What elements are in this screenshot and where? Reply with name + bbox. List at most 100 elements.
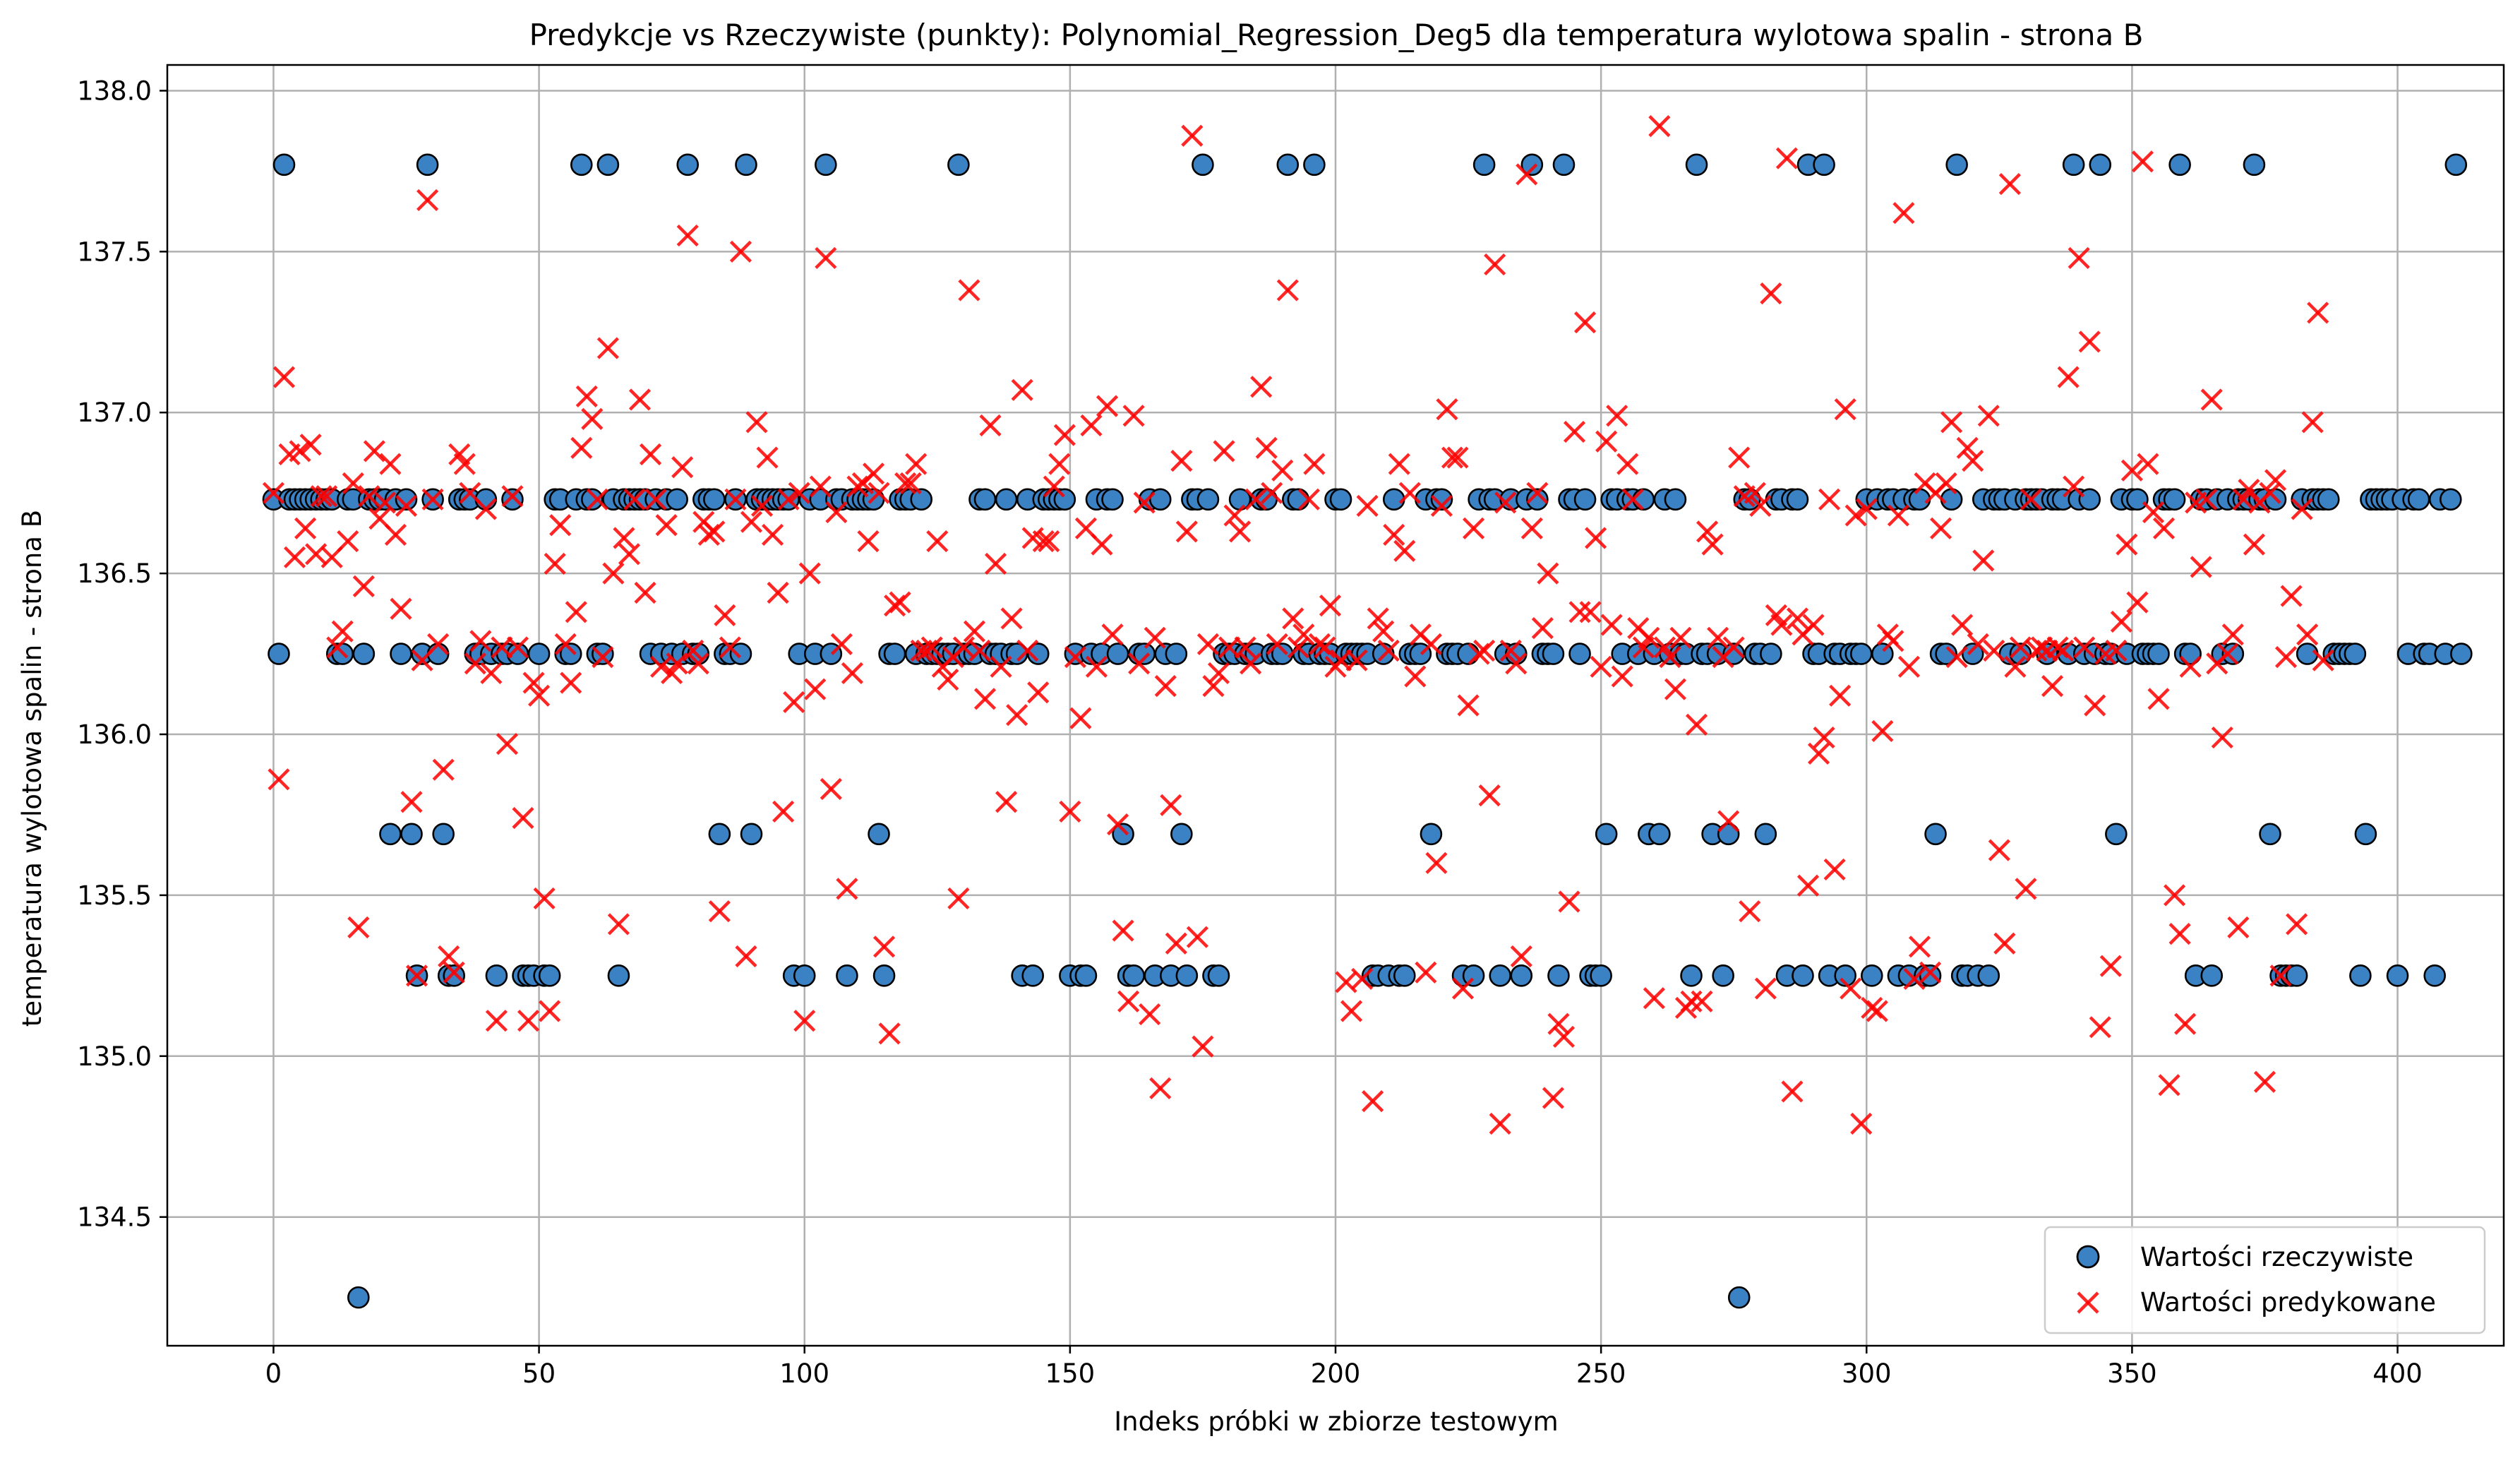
predicted-point (1144, 626, 1166, 649)
predicted-point (1160, 794, 1182, 816)
predicted-point (750, 494, 774, 518)
predicted-point (581, 407, 604, 430)
predicted-point (1106, 813, 1129, 836)
predicted-point (2110, 610, 2132, 633)
predicted-point (533, 887, 556, 910)
predicted-point (2307, 301, 2329, 324)
predicted-point (1175, 520, 1198, 543)
predicted-point (1542, 1087, 1565, 1109)
actual-point (1961, 643, 1984, 665)
predicted-point (1823, 858, 1846, 881)
actual-point (390, 643, 412, 665)
predicted-point (820, 777, 842, 801)
predicted-point (2238, 479, 2260, 501)
predicted-point (1935, 472, 1957, 495)
predicted-point (618, 543, 641, 566)
predicted-point (342, 472, 364, 495)
predicted-point (1526, 482, 1549, 504)
predicted-point (1367, 607, 1389, 630)
predicted-point (2158, 1074, 2180, 1097)
predicted-point (1945, 646, 1968, 669)
x-tick-label: 0 (265, 1358, 282, 1389)
predicted-point (676, 224, 699, 247)
predicted-point (878, 1022, 901, 1045)
actual-point (1648, 823, 1671, 846)
actual-point (426, 643, 450, 665)
predicted-point (905, 453, 928, 475)
predicted-point (596, 337, 619, 359)
predicted-point (1000, 607, 1023, 630)
predicted-point (2126, 591, 2149, 614)
predicted-point (2221, 623, 2244, 646)
predicted-point (947, 887, 970, 910)
predicted-point (623, 488, 646, 510)
predicted-point (1840, 977, 1862, 1000)
predicted-point (1579, 601, 1602, 623)
predicted-point (1775, 147, 1799, 169)
predicted-point (1038, 530, 1060, 553)
predicted-point (1170, 450, 1193, 472)
y-tick-label: 136.0 (77, 719, 152, 750)
predicted-point (634, 581, 656, 604)
predicted-point (1186, 926, 1209, 948)
actual-point (379, 823, 402, 846)
predicted-point (1207, 662, 1230, 685)
predicted-point (1552, 1025, 1576, 1048)
predicted-point (740, 510, 763, 533)
actual-point (1940, 488, 1963, 511)
predicted-point (416, 189, 439, 212)
predicted-point (2274, 646, 2298, 669)
predicted-point (1112, 919, 1134, 942)
predicted-point (2052, 639, 2075, 662)
predicted-point (644, 488, 667, 510)
predicted-point (1606, 405, 1628, 427)
predicted-point (1393, 539, 1416, 562)
predicted-point (872, 936, 896, 958)
actual-point (1489, 964, 1512, 987)
data-layer (262, 115, 2473, 1309)
predicted-point (1345, 649, 1368, 671)
predicted-point (1505, 652, 1528, 675)
predicted-point (2296, 623, 2319, 646)
actual-point (1908, 488, 1931, 511)
predicted-point (1844, 504, 1867, 527)
predicted-point (995, 791, 1018, 813)
predicted-point (363, 440, 385, 462)
y-tick-label: 137.0 (77, 398, 152, 428)
predicted-point (968, 639, 991, 662)
predicted-point (2301, 411, 2324, 434)
predicted-point (1643, 987, 1665, 1010)
actual-point (1026, 643, 1050, 665)
predicted-point (1329, 649, 1352, 671)
predicted-point (2057, 366, 2080, 388)
x-tick-label: 200 (1311, 1358, 1361, 1389)
predicted-point (1319, 594, 1342, 617)
predicted-point (1871, 719, 1894, 743)
predicted-point (719, 636, 742, 659)
predicted-point (2200, 388, 2223, 411)
actual-point (1207, 964, 1230, 987)
actual-point (2078, 488, 2101, 511)
predicted-point (963, 620, 986, 643)
predicted-point (1240, 652, 1262, 675)
actual-point (570, 153, 593, 177)
actual-point (1590, 964, 1612, 987)
predicted-point (1940, 411, 1963, 434)
actual-point (1170, 823, 1193, 846)
predicted-point (464, 652, 486, 675)
actual-point (501, 488, 524, 511)
predicted-point (1829, 684, 1852, 707)
predicted-point (958, 279, 980, 301)
predicted-point (2120, 459, 2144, 482)
actual-point (872, 964, 896, 987)
predicted-point (1244, 488, 1267, 510)
predicted-point (262, 482, 285, 504)
actual-point (1112, 823, 1134, 846)
actual-point (592, 643, 614, 665)
actual-point (527, 643, 551, 665)
predicted-point (1053, 424, 1076, 446)
y-tick-label: 134.5 (77, 1202, 152, 1233)
actual-point (995, 488, 1018, 511)
predicted-point (1181, 124, 1204, 147)
